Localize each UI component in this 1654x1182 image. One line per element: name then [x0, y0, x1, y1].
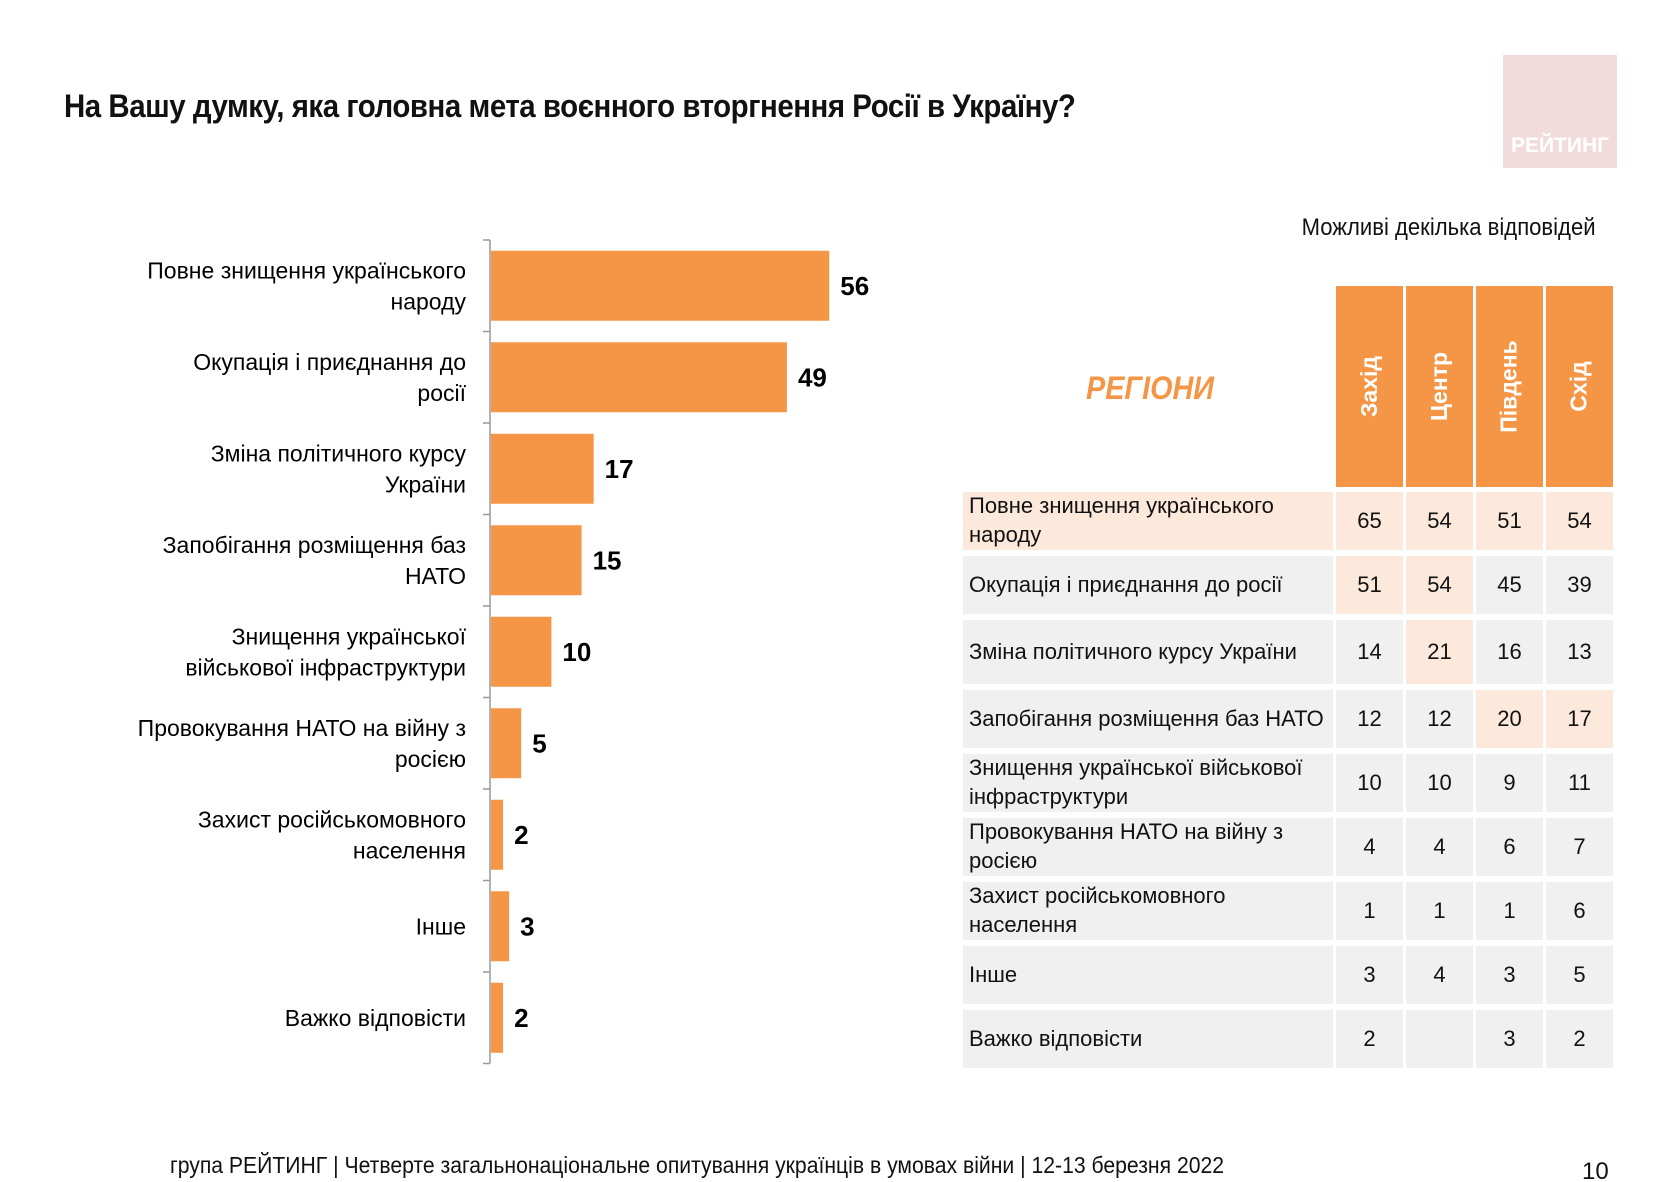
column-header: Схід [1546, 286, 1616, 490]
table-cell: 65 [1336, 492, 1406, 553]
table-row: Важко відповісти 2 3 2 [963, 1010, 1616, 1071]
table-cell: 12 [1406, 690, 1476, 751]
table-cell: 10 [1406, 754, 1476, 815]
category-label: Зміна політичного курсу України [211, 440, 467, 497]
table-cell: 51 [1336, 556, 1406, 617]
table-row: Провокування НАТО на війну з росією 4 4 6 7 [963, 818, 1616, 879]
table-row: Зміна політичного курсу України 14 21 16 13 [963, 620, 1616, 687]
row-label: Знищення української військової інфрастр… [963, 754, 1336, 815]
column-header: Центр [1406, 286, 1476, 490]
data-label: 2 [514, 820, 528, 850]
column-header-label: Схід [1566, 361, 1592, 412]
bar-chart: 56 Повне знищення українського народу 49 Оку… [138, 239, 869, 1065]
row-label: Запобігання розміщення баз НАТО [963, 690, 1336, 751]
multiple-answers-note: Можливі декілька відповідей [1302, 214, 1596, 241]
table-cell: 6 [1476, 818, 1546, 879]
regions-label: РЕГІОНИ [1085, 370, 1214, 406]
table-cell: 10 [1336, 754, 1406, 815]
footer: група РЕЙТИНГ | Четверте загальнонаціона… [170, 1152, 1225, 1178]
table-cell: 2 [1546, 1010, 1616, 1071]
table-cell: 51 [1476, 492, 1546, 553]
category-label: Важко відповісти [285, 1005, 466, 1031]
data-label: 17 [605, 454, 634, 484]
table-cell: 3 [1476, 1010, 1546, 1071]
data-label: 10 [562, 637, 591, 667]
row-label: Інше [963, 946, 1336, 1007]
data-label: 56 [840, 271, 869, 301]
table-row: Знищення української військової інфрастр… [963, 754, 1616, 815]
table-cell: 3 [1336, 946, 1406, 1007]
row-label: Захист російськомовного населення [963, 882, 1336, 943]
bar [491, 891, 510, 962]
table-cell: 1 [1336, 882, 1406, 943]
row-label: Важко відповісти [963, 1010, 1336, 1071]
table-header-row: Захід Центр Південь Схід [1336, 286, 1616, 490]
category-label: Знищення української військової інфрастру… [185, 623, 466, 680]
category-label: Повне знищення українського народу [147, 257, 466, 314]
rating-logo: РЕЙТИНГ [1503, 55, 1617, 168]
table-cell: 45 [1476, 556, 1546, 617]
bar [491, 525, 582, 596]
table-cell: 54 [1406, 492, 1476, 553]
column-header: Захід [1336, 286, 1406, 490]
category-label: Інше [416, 913, 466, 939]
table-row: Інше 3 4 3 5 [963, 946, 1616, 1007]
row-label: Провокування НАТО на війну з росією [963, 818, 1336, 879]
category-label: Захист російськомовного населення [198, 806, 466, 863]
table-cell: 7 [1546, 818, 1616, 879]
bar [491, 708, 522, 779]
page-number: 10 [1582, 1158, 1609, 1182]
data-label: 3 [520, 911, 534, 941]
table-cell: 4 [1336, 818, 1406, 879]
bar [491, 433, 594, 504]
table-row: Запобігання розміщення баз НАТО 12 12 20 17 [963, 690, 1616, 751]
table-cell: 20 [1476, 690, 1546, 751]
table-cell: 39 [1546, 556, 1616, 617]
bar [491, 250, 830, 321]
column-header-label: Центр [1426, 351, 1452, 422]
bar [491, 982, 504, 1053]
table-cell: 3 [1476, 946, 1546, 1007]
page-title: На Вашу думку, яка головна мета воєнного… [64, 88, 1076, 124]
table-cell: 54 [1406, 556, 1476, 617]
category-label: Провокування НАТО на війну з росією [138, 715, 466, 772]
table-row: Повне знищення українського народу 65 54 51… [963, 492, 1616, 553]
table-cell: 11 [1546, 754, 1616, 815]
row-label: Повне знищення українського народу [963, 492, 1336, 553]
table-cell: 16 [1476, 620, 1546, 687]
table-cell: 13 [1546, 620, 1616, 687]
row-label: Зміна політичного курсу України [963, 620, 1336, 687]
table-row: Захист російськомовного населення 1 1 1 6 [963, 882, 1616, 943]
table-cell: 6 [1546, 882, 1616, 943]
table-cell: 5 [1546, 946, 1616, 1007]
row-label: Окупація і приєднання до росії [963, 556, 1336, 617]
table-row: Окупація і приєднання до росії 51 54 45 39 [963, 556, 1616, 617]
table-cell: 14 [1336, 620, 1406, 687]
logo-text: РЕЙТИНГ [1510, 134, 1610, 157]
bar [491, 342, 787, 413]
bar [491, 799, 504, 870]
table-cell [1406, 1010, 1476, 1071]
column-header-label: Південь [1496, 340, 1523, 433]
data-label: 5 [532, 728, 546, 758]
table-cell: 4 [1406, 818, 1476, 879]
table-cell: 2 [1336, 1010, 1406, 1071]
table-cell: 21 [1406, 620, 1476, 687]
table-cell: 1 [1476, 882, 1546, 943]
column-header-label: Захід [1355, 356, 1382, 417]
data-label: 15 [593, 545, 622, 575]
column-header: Південь [1476, 286, 1546, 490]
category-label: Окупація і приєднання до росії [193, 349, 466, 406]
category-label: Запобігання розміщення баз НАТО [163, 532, 466, 589]
table-cell: 54 [1546, 492, 1616, 553]
table-cell: 17 [1546, 690, 1616, 751]
table-cell: 4 [1406, 946, 1476, 1007]
data-label: 49 [798, 362, 827, 392]
table-cell: 1 [1406, 882, 1476, 943]
table-cell: 12 [1336, 690, 1406, 751]
data-label: 2 [514, 1003, 528, 1033]
table-cell: 9 [1476, 754, 1546, 815]
bar [491, 616, 552, 687]
